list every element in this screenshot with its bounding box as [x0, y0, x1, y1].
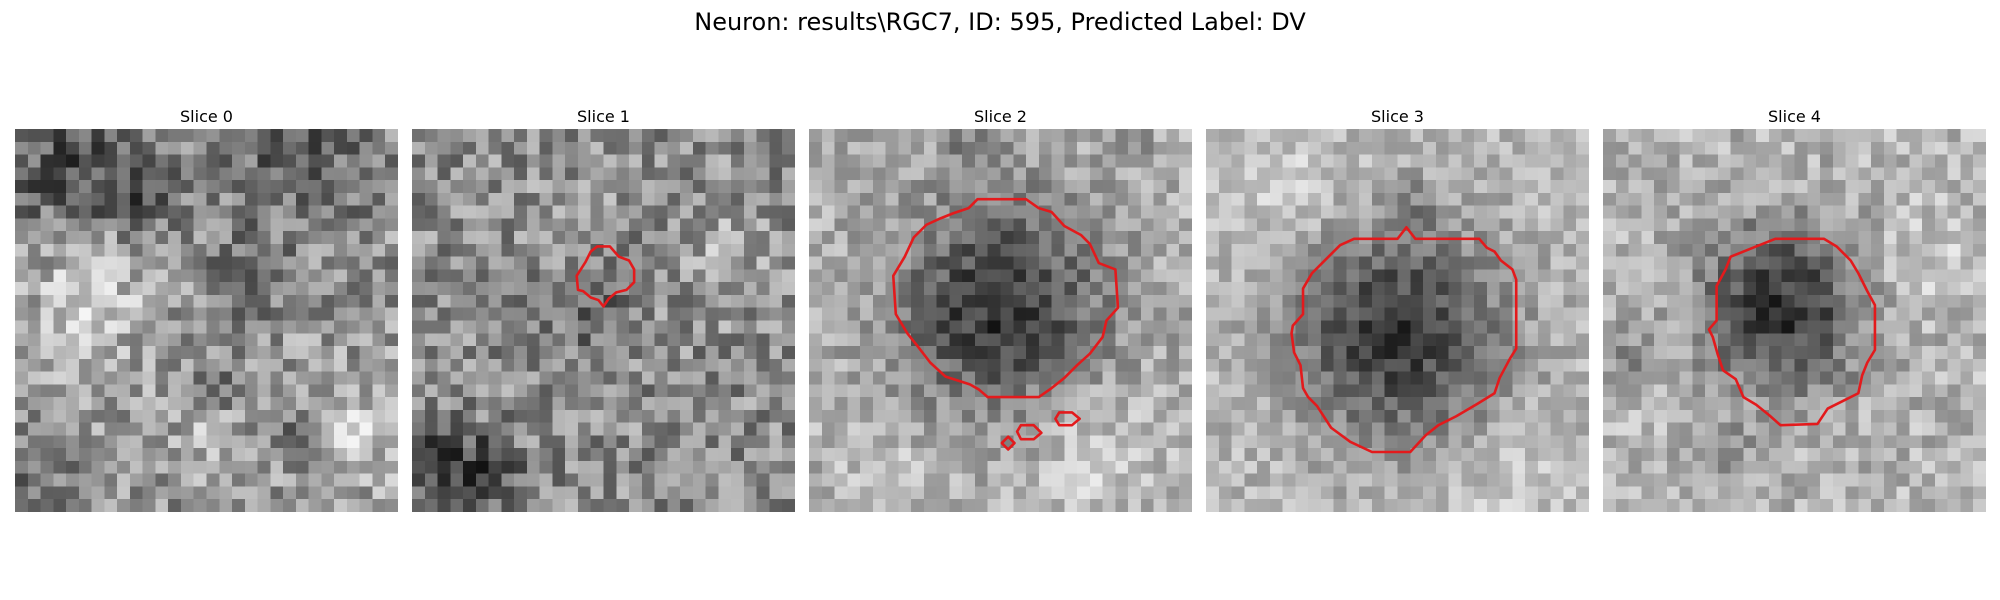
- slice-image: [412, 129, 795, 512]
- slice-panel-1: Slice 1: [412, 105, 795, 512]
- segmentation-contour: [1017, 425, 1041, 439]
- slice-panel-3: Slice 3: [1206, 105, 1589, 512]
- slice-panel-2: Slice 2: [809, 105, 1192, 512]
- slice-image: [809, 129, 1192, 512]
- segmentation-contour: [893, 199, 1118, 397]
- slice-panel-0: Slice 0: [15, 105, 398, 512]
- segmentation-contour: [1055, 412, 1079, 425]
- slice-title: Slice 3: [1371, 107, 1424, 126]
- slice-title: Slice 1: [577, 107, 630, 126]
- slice-title: Slice 2: [974, 107, 1027, 126]
- segmentation-contour: [1709, 239, 1875, 425]
- segmentation-contour: [1292, 227, 1517, 452]
- figure-title: Neuron: results\RGC7, ID: 595, Predicted…: [694, 8, 1306, 36]
- slice-title: Slice 0: [180, 107, 233, 126]
- slice-image: [15, 129, 398, 512]
- segmentation-contour: [1002, 437, 1015, 450]
- slice-title: Slice 4: [1768, 107, 1821, 126]
- slice-panel-4: Slice 4: [1603, 105, 1986, 512]
- segmentation-contour: [577, 246, 634, 306]
- slice-image: [1206, 129, 1589, 512]
- slice-image: [1603, 129, 1986, 512]
